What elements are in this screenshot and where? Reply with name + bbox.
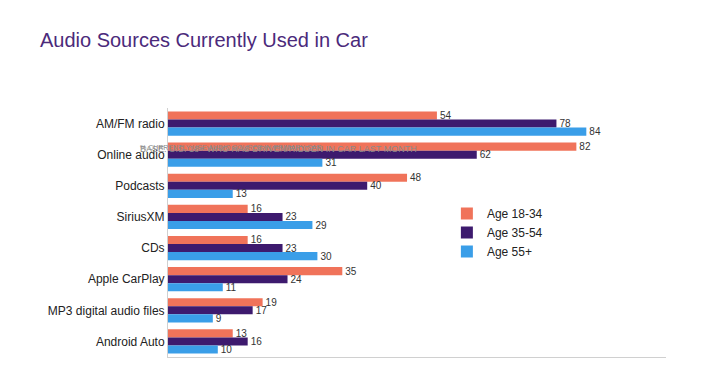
svg-text:48: 48: [410, 172, 422, 183]
svg-text:Apple CarPlay: Apple CarPlay: [88, 272, 165, 286]
svg-text:16: 16: [251, 203, 263, 214]
svg-text:Android Auto: Android Auto: [96, 335, 165, 349]
svg-text:23: 23: [286, 243, 298, 254]
svg-text:16: 16: [251, 234, 263, 245]
svg-text:Age 55+: Age 55+: [487, 245, 532, 259]
svg-text:CDs: CDs: [141, 241, 164, 255]
svg-text:31: 31: [325, 157, 337, 168]
svg-text:MP3 digital audio files: MP3 digital audio files: [48, 304, 165, 318]
svg-text:54: 54: [440, 110, 452, 121]
svg-text:9: 9: [216, 313, 222, 324]
svg-text:AM/FM radio: AM/FM radio: [96, 117, 165, 131]
svg-text:Podcasts: Podcasts: [115, 179, 164, 193]
svg-text:82: 82: [579, 141, 591, 152]
svg-text:23: 23: [286, 211, 298, 222]
svg-text:17: 17: [256, 305, 268, 316]
svg-text:35: 35: [345, 266, 357, 277]
svg-text:Audio Sources Currently Used i: Audio Sources Currently Used in Car: [40, 29, 368, 51]
svg-text:SiriusXM: SiriusXM: [117, 210, 165, 224]
svg-text:13: 13: [236, 328, 248, 339]
svg-text:24: 24: [291, 274, 303, 285]
svg-text:84: 84: [589, 126, 601, 137]
svg-text:13: 13: [236, 188, 248, 199]
svg-text:78: 78: [559, 118, 571, 129]
svg-text:11: 11: [226, 282, 237, 293]
svg-text:10: 10: [221, 344, 233, 355]
svg-text:19: 19: [266, 297, 278, 308]
svg-text:40: 40: [370, 180, 382, 191]
svg-text:30: 30: [320, 251, 332, 262]
svg-text:Age 18-34: Age 18-34: [487, 207, 543, 221]
svg-text:16: 16: [251, 336, 263, 347]
svg-text:Age 35-54: Age 35-54: [487, 226, 543, 240]
svg-text:Online audio: Online audio: [97, 148, 165, 162]
svg-text:% CURRENTLY USE AUDIO SOURCE I: % CURRENTLY USE AUDIO SOURCE IN PRIMARY …: [140, 144, 322, 151]
svg-text:62: 62: [480, 149, 492, 160]
svg-text:BASE: U.S. 18+ WHO HAS DRIVEN/: BASE: U.S. 18+ WHO HAS DRIVEN/RIDDEN IN …: [140, 144, 417, 154]
svg-text:29: 29: [315, 220, 327, 231]
